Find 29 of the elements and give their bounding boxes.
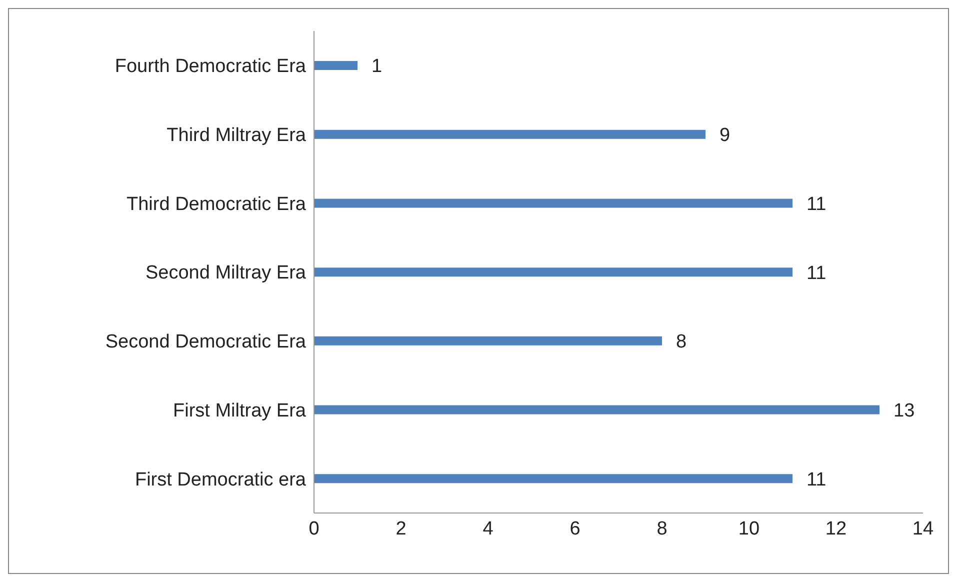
data-label: 9 <box>720 125 730 146</box>
x-tick-label: 4 <box>482 518 494 540</box>
data-label: 11 <box>806 469 826 490</box>
data-label: 11 <box>806 194 826 215</box>
bar <box>314 474 792 484</box>
data-label: 8 <box>676 332 687 353</box>
y-tick-label: First Democratic era <box>134 469 306 490</box>
x-tick-label: 0 <box>308 518 320 540</box>
bar <box>314 268 792 277</box>
y-tick-label: Third Democratic Era <box>126 194 306 215</box>
bar <box>314 61 358 70</box>
data-label: 13 <box>894 400 915 422</box>
bar <box>314 198 792 208</box>
data-label: 1 <box>372 56 382 78</box>
bar <box>314 336 662 346</box>
y-tick-label: First Miltray Era <box>173 400 306 422</box>
x-tick-label: 12 <box>825 518 847 540</box>
x-tick-label: 2 <box>396 518 406 540</box>
y-tick-label: Second Miltray Era <box>145 262 306 284</box>
x-tick-label: 8 <box>656 518 668 540</box>
bar <box>314 130 706 139</box>
x-tick-label: 10 <box>738 518 760 540</box>
y-tick-label: Fourth Democratic Era <box>114 56 306 78</box>
y-tick-label: Second Democratic Era <box>105 332 306 353</box>
x-tick-label: 6 <box>570 518 580 540</box>
y-tick-label: Third Miltray Era <box>166 125 306 146</box>
x-tick-label: 14 <box>912 518 934 540</box>
data-label: 11 <box>806 262 826 284</box>
bar <box>314 405 880 414</box>
